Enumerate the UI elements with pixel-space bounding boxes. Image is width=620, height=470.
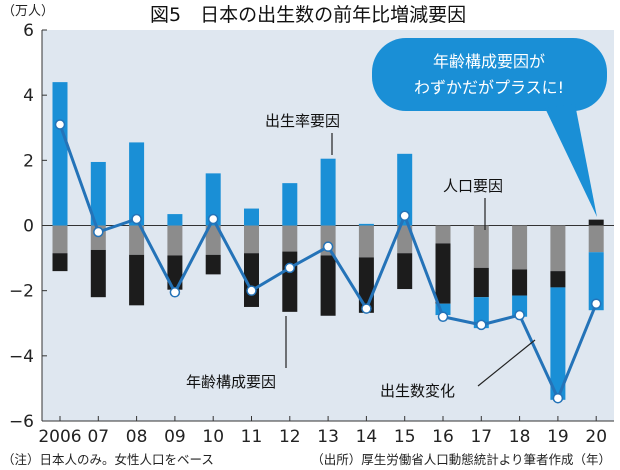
x-tick-label: 2006 (38, 427, 81, 447)
bar-population-factor (397, 225, 413, 254)
y-tick-label: −6 (9, 412, 34, 432)
bar-age-structure-factor (473, 267, 489, 298)
bar-birth-rate-factor (473, 297, 489, 329)
bar-birth-rate-factor (550, 287, 566, 400)
x-tick-label: 14 (356, 427, 378, 447)
bar-birth-rate-factor (397, 153, 413, 226)
birth-change-markers (54, 119, 602, 404)
birth-change-point (207, 213, 219, 225)
y-tick-label: 2 (23, 151, 34, 171)
birth-change-point (246, 285, 257, 296)
note-right: （出所）厚生労働省人口動態統計より筆者作成（年） (311, 452, 611, 467)
bar-age-structure-factor (129, 254, 145, 306)
callout-line-2: わずかだがプラスに! (414, 78, 564, 97)
note-left: （注）日本人のみ。女性人口をベース (2, 452, 214, 467)
birth-change-point (437, 311, 449, 322)
x-tick-label: 15 (394, 427, 416, 447)
bar-birth-rate-factor (358, 223, 374, 226)
bar-birth-rate-factor (167, 214, 183, 226)
x-tick-label: 08 (126, 427, 148, 447)
bar-birth-rate-factor (90, 161, 106, 226)
callout-line-1: 年齢構成要因が (433, 52, 545, 71)
y-tick-label: −4 (9, 347, 34, 367)
x-tick-label: 09 (164, 427, 186, 447)
bar-age-structure-factor (52, 253, 68, 272)
annotation-birth-change: 出生数変化 (380, 382, 455, 400)
bar-birth-rate-factor (588, 252, 604, 311)
x-tick-label: 19 (547, 427, 569, 447)
birth-change-point (552, 392, 564, 404)
birth-change-point (93, 226, 104, 238)
birth-change-point (514, 309, 525, 321)
bar-population-factor (588, 225, 604, 253)
annotation-population-factor: 人口要因 (443, 177, 503, 195)
bar-population-factor (244, 225, 259, 254)
x-tick-label: 11 (241, 427, 263, 447)
birth-change-point (361, 303, 372, 314)
bar-age-structure-factor (167, 255, 183, 290)
x-tick-label: 13 (317, 427, 339, 447)
birth-change-point (590, 298, 602, 309)
bar-population-factor (129, 225, 145, 255)
bar-population-factor (52, 225, 68, 254)
y-tick-label: −2 (9, 282, 34, 302)
chart-title: 図5 日本の出生数の前年比増減要因 (150, 4, 466, 26)
bar-age-structure-factor (205, 254, 221, 275)
bar-birth-rate-factor (205, 173, 221, 226)
bar-age-structure-factor (512, 269, 528, 296)
bar-population-factor (435, 225, 451, 244)
bar-population-factor (473, 225, 489, 268)
bar-birth-rate-factor (282, 183, 298, 226)
bar-birth-rate-factor (244, 208, 259, 226)
x-tick-label: 18 (509, 427, 531, 447)
callout-bubble: 年齢構成要因が わずかだがプラスに! (372, 38, 607, 217)
x-tick-label: 17 (470, 427, 492, 447)
annotation-birth-rate-factor: 出生率要因 (265, 112, 340, 130)
bar-age-structure-factor (550, 271, 566, 288)
callout-bubble-tail (545, 104, 597, 217)
x-tick-label: 10 (202, 427, 224, 447)
bar-birth-rate-factor (435, 303, 451, 316)
birth-change-point (476, 319, 487, 331)
birth-change-point (169, 287, 181, 298)
bar-age-structure-factor (435, 243, 451, 304)
y-tick-label: 0 (23, 217, 34, 237)
x-tick-label: 12 (279, 427, 301, 447)
birth-change-point (284, 262, 296, 274)
bar-birth-rate-factor (129, 142, 145, 226)
bar-birth-rate-factor (52, 82, 68, 226)
birth-change-point (54, 119, 66, 130)
bar-population-factor (550, 225, 566, 272)
bar-population-factor (512, 225, 528, 270)
annotation-birth-change-leader (477, 339, 536, 387)
bar-age-structure-factor (90, 249, 106, 298)
birth-change-point (399, 210, 410, 221)
x-tick-label: 20 (585, 427, 607, 447)
bar-age-structure-factor (282, 251, 298, 312)
bar-population-factor (282, 225, 298, 252)
y-axis-ticks: 6 4 2 0 −2 −4 −6 (9, 21, 47, 432)
x-tick-label: 16 (432, 427, 454, 447)
birth-change-point (322, 241, 334, 252)
y-tick-label: 6 (23, 21, 34, 41)
bar-age-structure-factor (588, 219, 604, 226)
bar-birth-rate-factor (320, 158, 336, 226)
bar-age-structure-factor (320, 255, 336, 316)
bar-population-factor (358, 225, 374, 258)
bar-age-structure-factor (397, 253, 413, 290)
bar-population-factor (167, 225, 183, 256)
y-axis-unit: （万人） (2, 4, 54, 19)
y-tick-label: 4 (23, 86, 34, 106)
birth-change-point (131, 213, 142, 225)
callout-bubble-body (372, 38, 607, 111)
annotation-age-structure-factor: 年齢構成要因 (186, 373, 276, 391)
x-tick-label: 07 (87, 427, 109, 447)
x-axis-ticks: 2006 07 08 09 10 11 12 13 14 15 16 17 18 19 20 (38, 416, 614, 447)
bar-population-factor (205, 225, 221, 255)
